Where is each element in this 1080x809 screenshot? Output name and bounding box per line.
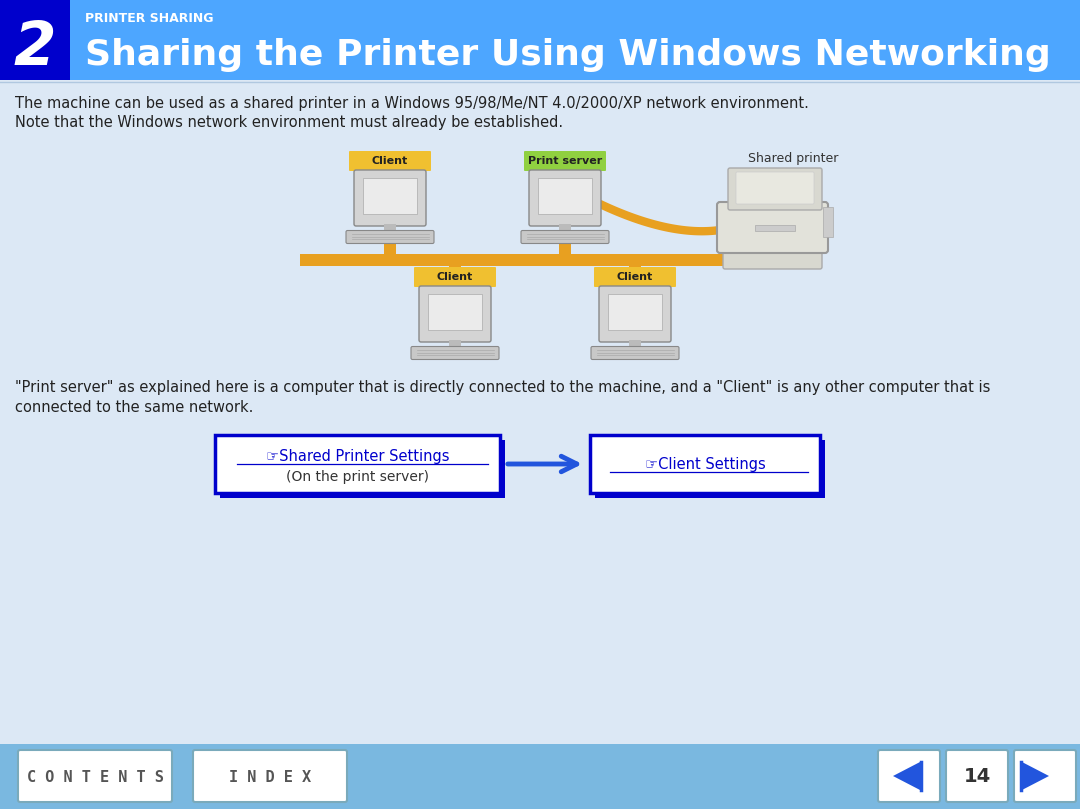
- FancyBboxPatch shape: [193, 750, 347, 802]
- FancyBboxPatch shape: [18, 750, 172, 802]
- FancyBboxPatch shape: [723, 243, 822, 269]
- Bar: [559, 242, 571, 254]
- Polygon shape: [1022, 762, 1049, 790]
- Text: Client: Client: [437, 272, 473, 282]
- Polygon shape: [893, 762, 920, 790]
- FancyBboxPatch shape: [521, 231, 609, 244]
- FancyBboxPatch shape: [524, 151, 606, 171]
- FancyBboxPatch shape: [419, 286, 491, 342]
- Text: Sharing the Printer Using Windows Networking: Sharing the Printer Using Windows Networ…: [85, 38, 1051, 72]
- Text: 2: 2: [14, 19, 56, 78]
- Text: ☞Client Settings: ☞Client Settings: [645, 456, 766, 472]
- Text: PRINTER SHARING: PRINTER SHARING: [85, 11, 214, 24]
- Bar: [363, 178, 417, 214]
- Text: 14: 14: [963, 768, 990, 786]
- Text: "Print server" as explained here is a computer that is directly connected to the: "Print server" as explained here is a co…: [15, 380, 990, 395]
- Bar: [590, 435, 820, 493]
- FancyBboxPatch shape: [946, 750, 1008, 802]
- Bar: [629, 340, 642, 348]
- Text: C O N T E N T S: C O N T E N T S: [27, 769, 163, 785]
- FancyBboxPatch shape: [594, 267, 676, 287]
- Text: connected to the same network.: connected to the same network.: [15, 400, 254, 415]
- Text: (On the print server): (On the print server): [286, 470, 429, 484]
- Text: The machine can be used as a shared printer in a Windows 95/98/Me/NT 4.0/2000/XP: The machine can be used as a shared prin…: [15, 95, 809, 111]
- Bar: [0, 0, 1080, 80]
- Text: Client: Client: [372, 156, 408, 166]
- Text: I N D E X: I N D E X: [229, 769, 311, 785]
- Bar: [0, 0, 70, 80]
- Text: Shared printer: Shared printer: [748, 152, 838, 165]
- Bar: [384, 224, 396, 232]
- FancyBboxPatch shape: [728, 168, 822, 210]
- Bar: [755, 225, 795, 231]
- FancyBboxPatch shape: [529, 170, 600, 226]
- FancyBboxPatch shape: [349, 151, 431, 171]
- Text: Client: Client: [617, 272, 653, 282]
- Bar: [449, 340, 461, 348]
- Text: ☞Shared Printer Settings: ☞Shared Printer Settings: [266, 449, 449, 464]
- Bar: [608, 294, 662, 330]
- FancyBboxPatch shape: [735, 172, 814, 204]
- Text: Print server: Print server: [528, 156, 603, 166]
- Bar: [595, 440, 825, 498]
- Bar: [0, 744, 1080, 809]
- Text: Note that the Windows network environment must already be established.: Note that the Windows network environmen…: [15, 115, 563, 129]
- Bar: [215, 435, 500, 493]
- Bar: [220, 440, 505, 498]
- FancyBboxPatch shape: [599, 286, 671, 342]
- Bar: [428, 294, 482, 330]
- Bar: [559, 224, 571, 232]
- FancyBboxPatch shape: [878, 750, 940, 802]
- FancyBboxPatch shape: [411, 346, 499, 359]
- Bar: [300, 254, 730, 266]
- FancyBboxPatch shape: [354, 170, 426, 226]
- FancyBboxPatch shape: [717, 202, 828, 253]
- FancyBboxPatch shape: [591, 346, 679, 359]
- FancyBboxPatch shape: [414, 267, 496, 287]
- Bar: [823, 207, 833, 237]
- FancyBboxPatch shape: [346, 231, 434, 244]
- Bar: [538, 178, 592, 214]
- Bar: [629, 266, 642, 268]
- Bar: [384, 242, 396, 254]
- FancyBboxPatch shape: [1014, 750, 1076, 802]
- Bar: [449, 266, 461, 268]
